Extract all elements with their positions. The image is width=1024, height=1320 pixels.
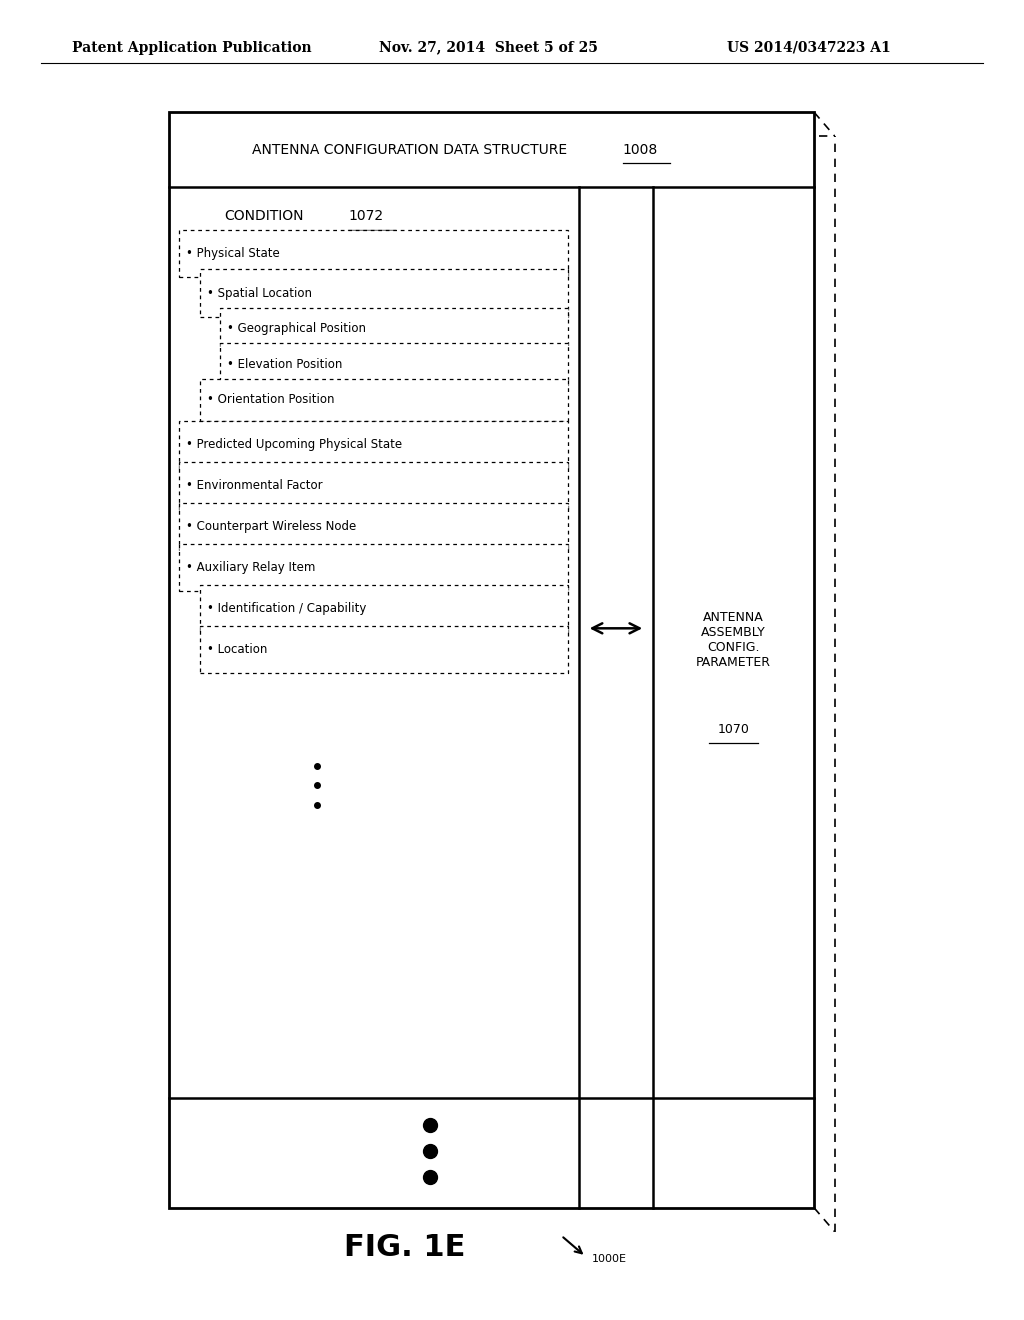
Text: FIG. 1E: FIG. 1E	[344, 1233, 465, 1262]
Bar	[179, 544, 568, 591]
Bar	[179, 462, 568, 510]
Text: CONDITION: CONDITION	[224, 210, 304, 223]
Text: • Spatial Location: • Spatial Location	[207, 286, 312, 300]
Text: Nov. 27, 2014  Sheet 5 of 25: Nov. 27, 2014 Sheet 5 of 25	[379, 41, 598, 54]
Bar	[200, 379, 568, 421]
Text: • Orientation Position: • Orientation Position	[207, 393, 335, 407]
Bar	[179, 421, 568, 469]
Text: • Auxiliary Relay Item: • Auxiliary Relay Item	[186, 561, 315, 574]
Bar	[169, 112, 814, 1208]
Text: • Counterpart Wireless Node: • Counterpart Wireless Node	[186, 520, 356, 533]
Text: • Location: • Location	[207, 643, 267, 656]
Text: ANTENNA CONFIGURATION DATA STRUCTURE: ANTENNA CONFIGURATION DATA STRUCTURE	[252, 143, 567, 157]
Bar	[200, 626, 568, 673]
Text: 1000E: 1000E	[592, 1254, 627, 1265]
Text: Patent Application Publication: Patent Application Publication	[72, 41, 311, 54]
Text: • Geographical Position: • Geographical Position	[227, 322, 367, 335]
Bar	[200, 585, 568, 632]
Bar	[179, 230, 568, 277]
Text: ANTENNA
ASSEMBLY
CONFIG.
PARAMETER: ANTENNA ASSEMBLY CONFIG. PARAMETER	[696, 611, 771, 669]
Text: 1070: 1070	[718, 723, 750, 737]
Bar	[200, 269, 568, 317]
Text: • Predicted Upcoming Physical State: • Predicted Upcoming Physical State	[186, 438, 402, 451]
Text: • Elevation Position: • Elevation Position	[227, 358, 343, 371]
Text: • Physical State: • Physical State	[186, 247, 281, 260]
Text: • Environmental Factor: • Environmental Factor	[186, 479, 323, 492]
Bar	[179, 503, 568, 550]
Text: 1008: 1008	[623, 143, 657, 157]
Text: US 2014/0347223 A1: US 2014/0347223 A1	[727, 41, 891, 54]
Bar	[220, 343, 568, 385]
Bar	[220, 308, 568, 350]
Text: • Identification / Capability: • Identification / Capability	[207, 602, 367, 615]
Text: 1072: 1072	[348, 210, 383, 223]
